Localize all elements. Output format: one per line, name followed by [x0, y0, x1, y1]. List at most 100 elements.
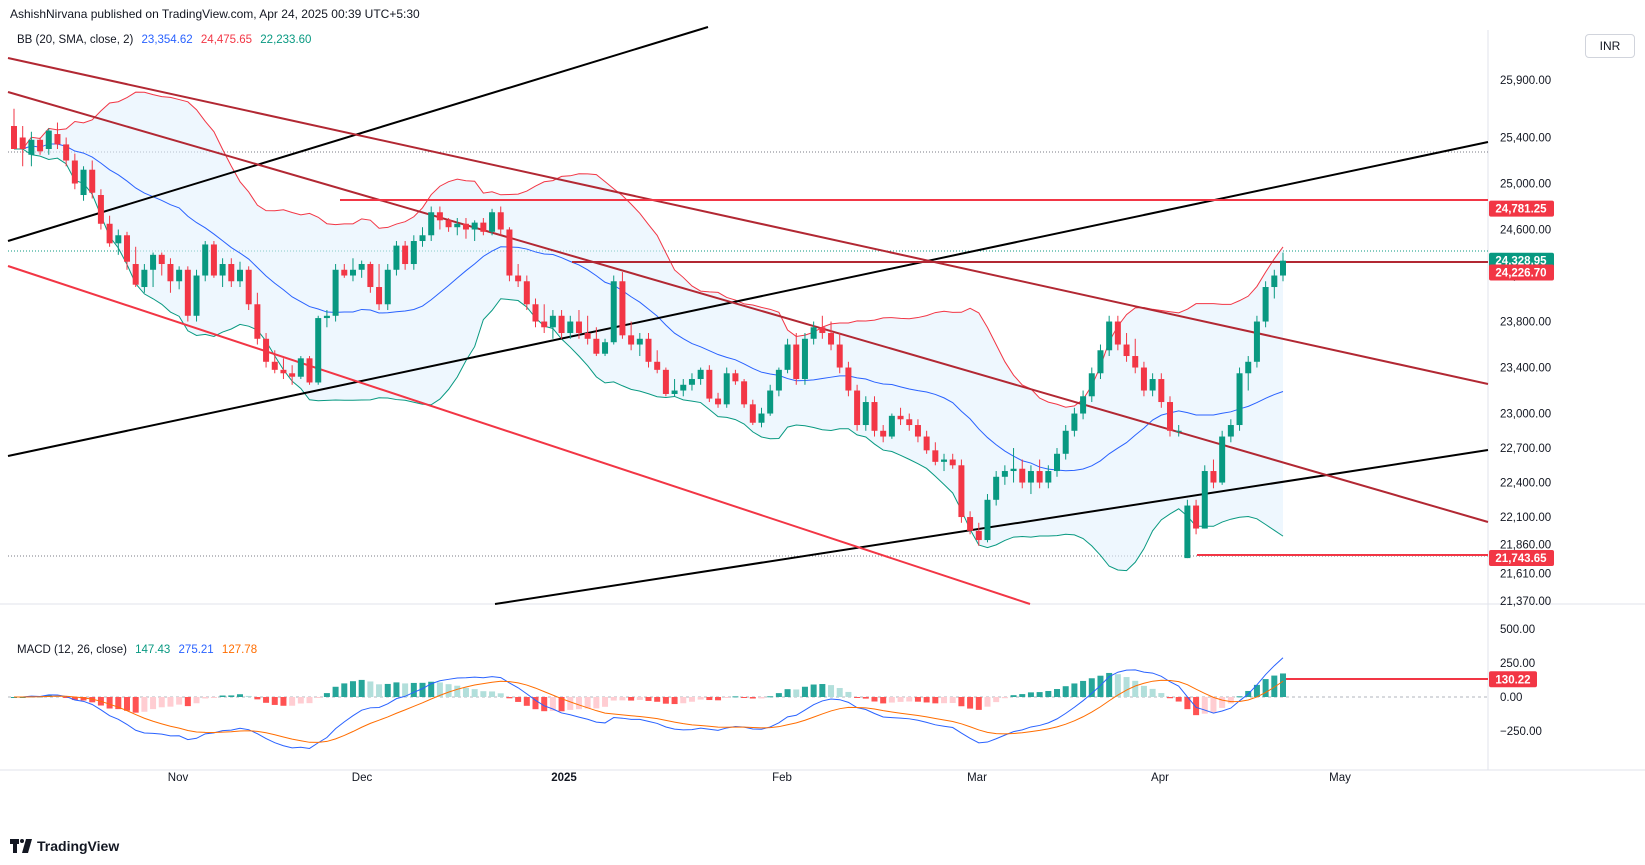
- candle-body: [906, 419, 913, 426]
- candle-body: [1080, 396, 1087, 414]
- macd-histogram-bar: [1114, 674, 1121, 697]
- price-label-text: 24,781.25: [1495, 204, 1547, 216]
- candle-body: [393, 245, 400, 270]
- candle-body: [793, 344, 800, 380]
- candle-body: [158, 254, 165, 265]
- candle-body: [549, 315, 556, 328]
- macd-histogram-bar: [871, 697, 878, 702]
- candle-body: [1132, 356, 1139, 368]
- price-tick-label: 24,600.00: [1500, 225, 1551, 237]
- macd-histogram-bar: [367, 681, 374, 697]
- macd-histogram-bar: [193, 697, 200, 704]
- macd-histogram-bar: [297, 697, 304, 704]
- candle-body: [402, 245, 409, 265]
- price-tick-label: 23,800.00: [1500, 317, 1551, 329]
- macd-price-label-text: 130.22: [1495, 674, 1530, 686]
- macd-histogram-bar: [480, 691, 487, 697]
- macd-tick-label: 500.00: [1500, 624, 1535, 636]
- macd-histogram-bar: [836, 688, 843, 697]
- macd-histogram-bar: [1045, 690, 1052, 697]
- macd-histogram-bar: [654, 697, 661, 702]
- candle-body: [1140, 367, 1147, 391]
- candle-body: [115, 235, 122, 244]
- macd-histogram-bar: [628, 697, 635, 701]
- macd-histogram-bar: [610, 697, 617, 701]
- candle-body: [593, 338, 600, 354]
- macd-histogram-bar: [358, 679, 365, 697]
- macd-histogram-bar: [289, 697, 296, 706]
- candle-body: [575, 321, 582, 334]
- candle-body: [697, 369, 704, 380]
- price-tick-label: 22,400.00: [1500, 478, 1551, 490]
- macd-histogram-bar: [445, 684, 452, 697]
- macd-tick-label: 0.00: [1500, 692, 1522, 704]
- candle-body: [315, 318, 322, 383]
- macd-histogram-bar: [123, 697, 130, 711]
- candle-body: [758, 413, 765, 423]
- candle-body: [845, 367, 852, 391]
- bb-legend-name: BB (20, SMA, close, 2): [17, 34, 134, 46]
- macd-price-label-box: [1489, 671, 1537, 688]
- candle-body: [202, 244, 209, 276]
- candle-body: [28, 139, 35, 155]
- macd-line: [14, 657, 1284, 749]
- macd-histogram-bar: [845, 691, 852, 697]
- candle-body: [836, 344, 843, 368]
- macd-histogram-bar: [758, 697, 765, 699]
- macd-histogram-bar: [602, 697, 609, 707]
- candle-body: [828, 333, 835, 345]
- price-labels: 24,781.2524,328.9524,226.7021,743.65130.…: [1489, 200, 1554, 688]
- candle-body: [236, 269, 243, 282]
- macd-histogram-bar: [1071, 683, 1078, 697]
- candle-body: [715, 398, 722, 405]
- tradingview-logo-icon: [10, 839, 32, 853]
- trendline-lower-darkred: [7, 91, 1489, 523]
- candle-body: [628, 335, 635, 345]
- tradingview-logo[interactable]: TradingView: [10, 838, 119, 854]
- macd-histogram-bar: [167, 697, 174, 707]
- candle-body: [975, 530, 982, 541]
- price-tick-label: 21,370.00: [1500, 596, 1551, 608]
- bb-lower-line: [14, 148, 1284, 572]
- currency-selector[interactable]: INR: [1585, 34, 1635, 58]
- candle-body: [37, 139, 44, 152]
- price-label-box: [1489, 550, 1554, 567]
- candle-body: [967, 517, 974, 531]
- macd-histogram-bar: [1010, 695, 1017, 697]
- macd-signal-value: 127.78: [221, 644, 258, 656]
- macd-histogram-bar: [332, 686, 339, 697]
- macd-histogram-bar: [567, 697, 574, 710]
- price-label-box: [1489, 200, 1554, 217]
- macd-histogram-bar: [636, 697, 643, 700]
- macd-histogram-bar: [993, 697, 1000, 703]
- macd-histogram-bar: [584, 697, 591, 709]
- macd-histogram-bar: [202, 697, 209, 699]
- candle-body: [45, 130, 52, 150]
- macd-histogram-bar: [723, 697, 730, 698]
- candle-body: [271, 361, 278, 370]
- macd-histogram-bar: [1097, 675, 1104, 697]
- time-tick-label: May: [1329, 772, 1351, 784]
- macd-histogram-bar: [984, 697, 991, 707]
- candle-body: [1167, 402, 1174, 431]
- candle-body: [741, 381, 748, 405]
- candle-body: [436, 212, 443, 221]
- candle-body: [1236, 373, 1243, 426]
- macd-histogram-bar: [923, 697, 930, 703]
- candle-body: [1054, 453, 1061, 472]
- macd-histogram-bar: [271, 697, 278, 705]
- macd-histogram-bar: [888, 697, 895, 703]
- candle-body: [1123, 344, 1130, 357]
- candle-body: [610, 281, 617, 343]
- macd-histogram-bar: [1054, 689, 1061, 697]
- price-tick-label: 21,610.00: [1500, 568, 1551, 580]
- macd-histogram-bar: [1175, 697, 1182, 702]
- candle-body: [410, 241, 417, 265]
- macd-histogram-bar: [158, 697, 165, 708]
- candle-body: [280, 369, 287, 374]
- macd-legend[interactable]: MACD (12, 26, close) 147.43 275.21 127.7…: [17, 644, 262, 656]
- candle-body: [106, 223, 113, 244]
- candle-body: [445, 220, 452, 228]
- bb-legend[interactable]: BB (20, SMA, close, 2) 23,354.62 24,475.…: [17, 34, 316, 46]
